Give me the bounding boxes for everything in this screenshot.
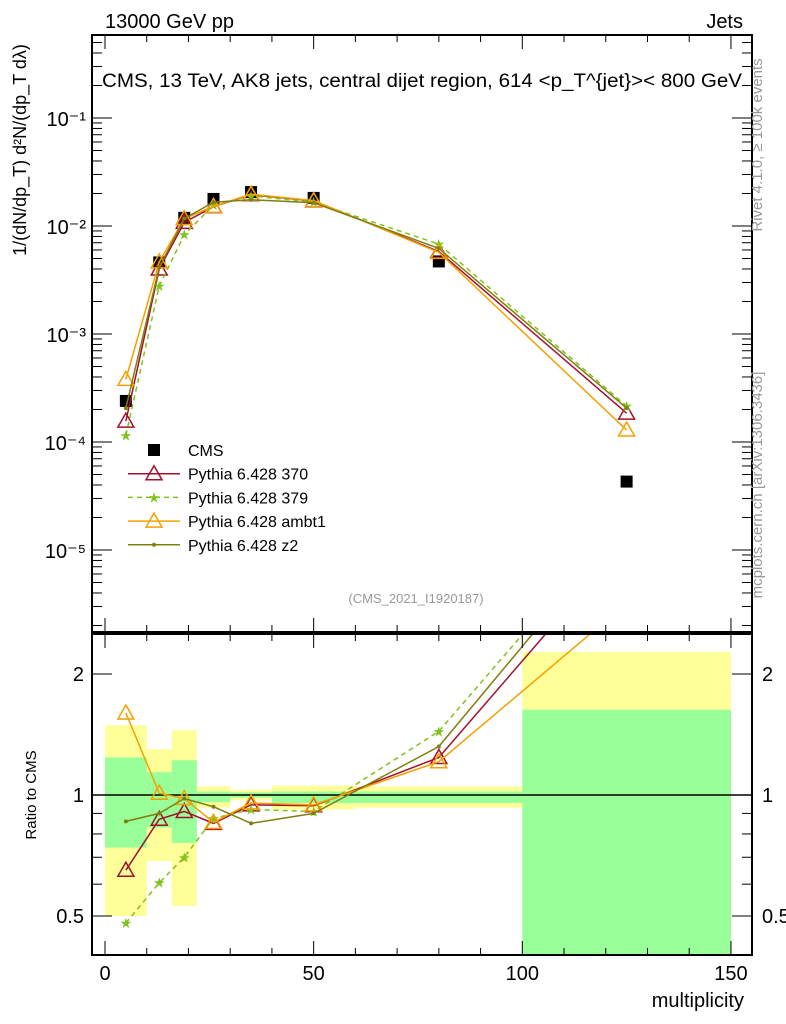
series-line-pythia-6-428-379	[125, 195, 628, 436]
legend-label: Pythia 6.428 379	[188, 490, 308, 507]
ratio-point-pythia-6-428-z2	[249, 821, 254, 826]
legend-marker	[152, 542, 156, 547]
series-line-pythia-6-428-370	[125, 193, 628, 422]
plot-title: CMS, 13 TeV, AK8 jets, central dijet reg…	[102, 71, 742, 92]
header-left: 13000 GeV pp	[105, 11, 234, 33]
ratio-point-pythia-6-428-z2	[311, 811, 316, 816]
data-point-pythia-6-428-379: ★	[120, 427, 133, 443]
data-point-pythia-6-428-379: ★	[178, 227, 191, 243]
ratio-point-pythia-6-428-ambt1	[241, 793, 261, 810]
data-point-pythia-6-428-379: ★	[207, 197, 220, 213]
ratio-point-pythia-6-428-ambt1	[116, 703, 136, 720]
ratio-axis-label: Ratio to CMS	[23, 750, 40, 839]
ratio-line-pythia-6-428-ambt1	[125, 634, 592, 824]
ratio-line-pythia-6-428-z2	[125, 634, 534, 825]
data-point-pythia-6-428-370	[116, 411, 136, 428]
ratio-y-tick-label-right: 1	[762, 785, 773, 807]
data-point-pythia-6-428-ambt1	[116, 369, 136, 387]
ratio-point-pythia-6-428-370	[149, 809, 169, 827]
series-line-pythia-6-428-z2	[125, 199, 628, 409]
data-point-pythia-6-428-370	[617, 403, 636, 420]
ratio-y-tick-label-left: 2	[73, 664, 84, 686]
mcplots-label: mcplots.cern.ch [arXiv:1306.3436]	[749, 372, 766, 599]
ratio-point-pythia-6-428-ambt1	[204, 812, 223, 830]
band-inner-bin	[105, 757, 147, 848]
x-tick-label: 150	[714, 963, 747, 985]
data-point-pythia-6-428-z2	[311, 200, 316, 205]
band-inner-bin	[196, 791, 231, 803]
ratio-point-pythia-6-428-z2	[436, 744, 441, 749]
y-tick-label: 10⁻⁴	[45, 433, 86, 455]
ratio-y-tick-label-right: 2	[762, 664, 773, 686]
ratio-point-pythia-6-428-370	[174, 801, 194, 819]
x-tick-label: 50	[303, 963, 325, 985]
legend-label: Pythia 6.428 ambt1	[188, 514, 326, 531]
data-point-pythia-6-428-ambt1	[204, 196, 223, 214]
ratio-point-pythia-6-428-ambt1	[619, 595, 635, 609]
legend-label: Pythia 6.428 370	[188, 467, 308, 484]
ratio-point-pythia-6-428-z2	[157, 811, 162, 816]
ratio-y-tick-label-right: 0.5	[762, 906, 786, 928]
ratio-point-pythia-6-428-379: ★	[620, 506, 633, 522]
data-point-pythia-6-428-ambt1	[174, 209, 194, 226]
y-tick-label: 10⁻²	[47, 217, 87, 239]
ratio-point-pythia-6-428-379: ★	[207, 810, 220, 826]
x-tick-label: 100	[506, 963, 539, 985]
data-point-cms	[119, 394, 132, 407]
legend-marker	[144, 511, 164, 528]
ratio-y-tick-label-left: 0.5	[56, 906, 84, 928]
x-tick-label: 0	[99, 963, 110, 985]
ratio-point-pythia-6-428-370	[429, 747, 449, 765]
ratio-panel: ★★★★★★★★	[92, 506, 752, 955]
main-panel: ★★★★★★★★	[116, 184, 636, 488]
series-line-pythia-6-428-ambt1	[125, 193, 628, 431]
legend-marker	[144, 464, 164, 481]
y-tick-label: 10⁻³	[47, 325, 87, 347]
legend-marker	[148, 444, 160, 456]
data-point-pythia-6-428-ambt1	[304, 191, 323, 208]
ratio-point-pythia-6-428-ambt1	[149, 783, 169, 801]
band-inner-bin	[355, 791, 523, 804]
data-point-pythia-6-428-z2	[182, 216, 187, 221]
data-point-pythia-6-428-z2	[211, 200, 216, 205]
data-point-pythia-6-428-z2	[624, 406, 629, 411]
axes: 0 50 100 150 10⁻¹ 10⁻² 10⁻³ 10⁻⁴ 10⁻⁵ 0.5 0.5 1 1 2 2	[45, 34, 786, 985]
analysis-id: (CMS_2021_I1920187)	[348, 591, 483, 606]
ratio-point-pythia-6-428-z2	[625, 519, 629, 523]
ratio-point-pythia-6-428-379: ★	[433, 723, 446, 739]
data-point-pythia-6-428-ambt1	[617, 420, 636, 437]
legend-label: CMS	[188, 443, 224, 460]
ratio-point-pythia-6-428-379: ★	[153, 875, 166, 891]
ratio-y-tick-label-left: 1	[73, 785, 84, 807]
rivet-label: Rivet 4.1.0, ≥ 100k events	[749, 58, 766, 231]
y-axis-label: 1/(dN/dp_T) d²N/(dp_T dλ)	[10, 44, 31, 256]
ratio-point-pythia-6-428-z2	[182, 796, 187, 801]
x-axis-label: multiplicity	[652, 990, 744, 1012]
band-inner-bin	[522, 709, 731, 955]
ratio-point-pythia-6-428-370	[619, 532, 635, 546]
ratio-point-pythia-6-428-370	[116, 860, 136, 877]
legend: CMS Pythia 6.428 370 ★ Pythia 6.428 379 Pyth…	[128, 443, 326, 555]
y-tick-label: 10⁻¹	[47, 109, 87, 131]
ratio-point-pythia-6-428-z2	[123, 819, 128, 824]
legend-label: Pythia 6.428 z2	[188, 538, 298, 555]
data-point-pythia-6-428-z2	[157, 265, 162, 270]
ratio-point-pythia-6-428-ambt1	[304, 795, 323, 812]
ratio-line-pythia-6-428-379	[125, 634, 524, 924]
y-tick-label: 10⁻⁵	[45, 541, 86, 563]
ratio-point-pythia-6-428-ambt1	[174, 789, 194, 806]
ratio-point-pythia-6-428-379: ★	[178, 849, 191, 865]
data-point-pythia-6-428-z2	[249, 197, 254, 202]
data-point-cms	[620, 475, 633, 488]
data-point-pythia-6-428-370	[174, 212, 194, 230]
data-point-pythia-6-428-379: ★	[620, 398, 633, 414]
data-point-pythia-6-428-z2	[436, 246, 441, 251]
ratio-point-pythia-6-428-379: ★	[120, 915, 133, 931]
legend-marker: ★	[148, 489, 161, 505]
ratio-point-pythia-6-428-ambt1	[429, 752, 449, 769]
header-right: Jets	[706, 11, 743, 33]
ratio-point-pythia-6-428-z2	[211, 804, 216, 809]
data-point-pythia-6-428-z2	[123, 406, 128, 411]
